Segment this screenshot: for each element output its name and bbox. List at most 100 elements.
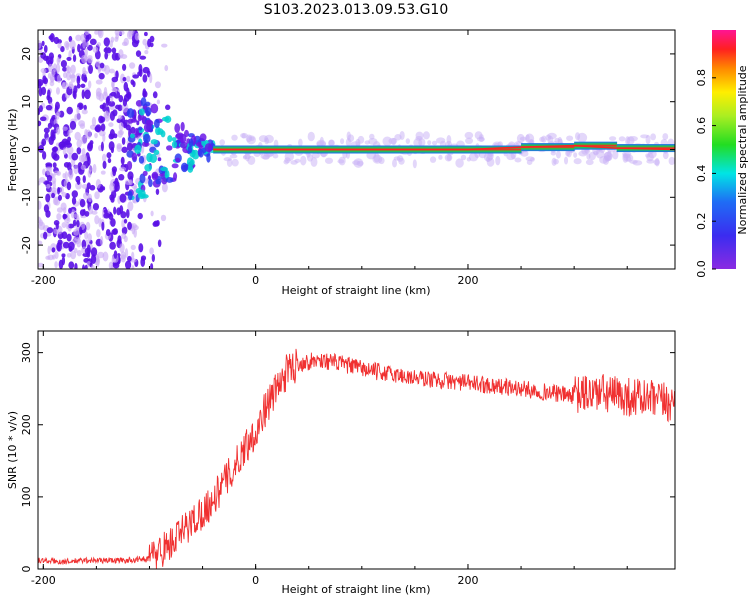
heatmap-blob	[150, 139, 158, 145]
heatmap-speckle	[126, 208, 130, 219]
heatmap-blob	[143, 123, 152, 133]
heatmap-speckle	[95, 60, 101, 68]
heatmap-speckle	[79, 209, 86, 217]
heatmap-speckle	[118, 114, 123, 120]
heatmap-xlabel: Height of straight line (km)	[281, 284, 430, 297]
heatmap-speckle	[56, 213, 62, 221]
heatmap-halo	[337, 159, 345, 164]
heatmap-speckle	[57, 42, 62, 49]
heatmap-speckle	[165, 104, 171, 110]
heatmap-speckle	[119, 166, 127, 172]
heatmap-speckle	[80, 164, 86, 171]
heatmap-speckle	[60, 45, 65, 53]
heatmap-speckle	[99, 116, 106, 123]
heatmap-speckle	[152, 91, 158, 99]
heatmap-speckle	[104, 51, 109, 60]
heatmap-speckle	[71, 196, 77, 205]
heatmap-blob	[127, 190, 133, 201]
heatmap-speckle	[66, 145, 74, 155]
heatmap-speckle	[38, 200, 42, 210]
heatmap-speckle	[75, 175, 81, 183]
colorbar-tick-label: 0.4	[695, 165, 708, 183]
heatmap-speckle	[120, 254, 126, 263]
heatmap-halo	[662, 133, 669, 141]
heatmap-speckle	[99, 235, 104, 246]
heatmap-speckle	[105, 228, 111, 237]
heatmap-speckle	[38, 86, 43, 97]
heatmap-blob	[138, 108, 145, 116]
heatmap-speckle	[155, 188, 160, 195]
heatmap-speckle	[71, 152, 79, 161]
heatmap-speckle	[54, 101, 60, 110]
heatmap-halo	[357, 135, 365, 144]
heatmap-halo	[588, 151, 596, 161]
heatmap-halo	[525, 133, 535, 144]
heatmap-speckle	[62, 126, 68, 131]
heatmap-speckle	[81, 109, 88, 115]
heatmap-speckle	[41, 151, 47, 160]
heatmap-blob	[171, 137, 177, 142]
heatmap-speckle	[154, 81, 162, 89]
heatmap-blob	[167, 135, 173, 143]
heatmap-speckle	[115, 70, 119, 80]
heatmap-speckle	[86, 182, 91, 190]
heatmap-speckle	[102, 160, 107, 169]
heatmap-speckle	[124, 179, 132, 186]
heatmap-halo	[553, 158, 559, 165]
snr-xlabel: Height of straight line (km)	[281, 583, 430, 596]
heatmap-speckle	[157, 157, 162, 162]
heatmap-speckle	[106, 152, 112, 159]
y-tick-label: 0	[20, 146, 33, 153]
heatmap-speckle	[66, 106, 73, 115]
heatmap-speckle	[121, 102, 129, 113]
heatmap-speckle	[78, 120, 86, 127]
heatmap-speckle	[123, 81, 129, 92]
heatmap-speckle	[41, 86, 47, 96]
heatmap-halo	[405, 138, 410, 144]
heatmap-halo	[622, 151, 632, 157]
heatmap-halo	[668, 156, 675, 166]
heatmap-speckle	[130, 79, 135, 85]
heatmap-speckle	[73, 237, 81, 245]
heatmap-speckle	[149, 73, 153, 84]
heatmap-speckle	[57, 194, 63, 201]
heatmap-speckle	[52, 63, 57, 73]
heatmap-speckle	[38, 221, 46, 231]
heatmap-speckle	[45, 193, 51, 203]
heatmap-speckle	[113, 206, 117, 215]
heatmap-blob	[130, 118, 138, 123]
heatmap-speckle	[76, 75, 81, 85]
heatmap-speckle	[84, 264, 88, 269]
heatmap-halo	[290, 160, 298, 165]
heatmap-speckle	[98, 130, 106, 137]
heatmap-speckle	[91, 116, 97, 127]
heatmap-halo	[612, 150, 619, 160]
heatmap-speckle	[62, 241, 70, 249]
heatmap-halo	[284, 151, 295, 162]
heatmap-halo	[554, 137, 560, 144]
heatmap-blob	[199, 133, 207, 142]
heatmap-speckle	[76, 83, 81, 89]
heatmap-halo	[306, 153, 314, 162]
heatmap-blob	[174, 123, 181, 134]
heatmap-speckle	[92, 46, 99, 53]
heatmap-speckle	[122, 77, 127, 82]
heatmap-speckle	[112, 228, 118, 235]
heatmap-marks	[38, 30, 675, 269]
heatmap-speckle	[68, 207, 72, 214]
heatmap-speckle	[74, 131, 81, 141]
heatmap-speckle	[66, 252, 72, 258]
heatmap-speckle	[74, 113, 82, 121]
heatmap-speckle	[111, 47, 117, 54]
heatmap-speckle	[107, 158, 112, 164]
heatmap-speckle	[38, 120, 42, 127]
heatmap-speckle	[121, 146, 128, 153]
heatmap-speckle	[66, 233, 72, 242]
heatmap-speckle	[127, 91, 132, 100]
heatmap-halo	[520, 150, 529, 157]
heatmap-speckle	[95, 79, 103, 85]
heatmap-halo	[241, 133, 246, 139]
heatmap-speckle	[68, 169, 73, 178]
heatmap-speckle	[38, 262, 45, 268]
snr-ylabel: SNR (10 * v/v)	[6, 411, 19, 489]
